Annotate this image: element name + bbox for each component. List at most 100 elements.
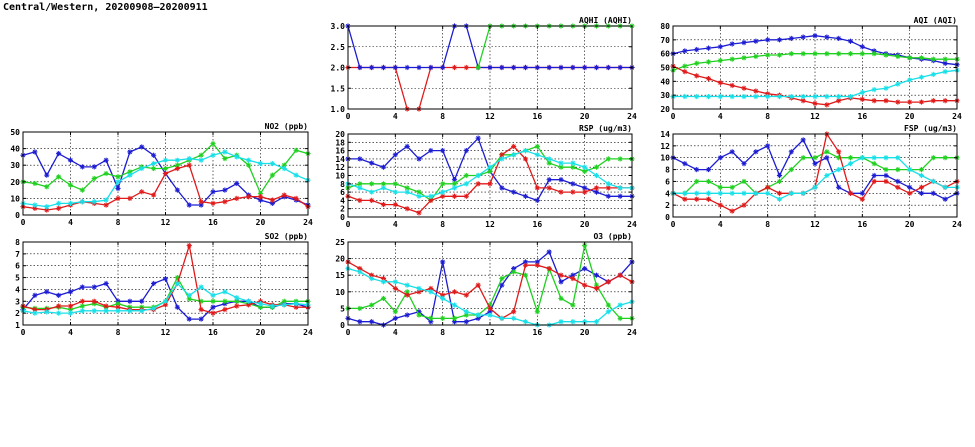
data-point — [847, 161, 854, 167]
x-tick-label: 20 — [580, 220, 590, 229]
data-point — [534, 197, 540, 203]
data-point — [103, 202, 109, 208]
y-tick-label: 5 — [15, 274, 20, 283]
data-point — [883, 52, 889, 58]
data-point — [293, 195, 299, 201]
y-tick-label: 80 — [660, 22, 670, 31]
data-point — [369, 181, 375, 187]
y-tick-label: 30 — [10, 161, 20, 170]
data-point — [440, 64, 446, 71]
data-point — [222, 289, 228, 295]
y-tick-label: 15 — [335, 271, 345, 280]
data-point — [222, 199, 228, 205]
data-point — [499, 64, 505, 71]
data-point — [511, 269, 517, 275]
data-point — [511, 143, 517, 150]
data-point — [617, 193, 623, 199]
data-point — [91, 164, 97, 170]
data-point — [392, 189, 398, 195]
data-point — [463, 309, 469, 315]
data-point — [694, 196, 700, 202]
data-point — [753, 53, 759, 60]
data-point — [776, 196, 783, 202]
data-point — [705, 196, 712, 202]
data-point — [729, 82, 735, 89]
data-point — [416, 64, 422, 71]
data-point — [56, 292, 62, 298]
data-point — [605, 302, 611, 308]
data-point — [753, 38, 759, 44]
data-point — [475, 282, 481, 288]
data-point — [836, 166, 842, 173]
data-point — [534, 64, 540, 71]
data-point — [79, 164, 85, 170]
y-tick-label: 14 — [660, 130, 670, 139]
data-point — [151, 305, 157, 311]
x-tick-label: 0 — [346, 112, 351, 121]
data-point — [79, 187, 85, 193]
series-o3-3 — [345, 265, 635, 328]
data-point — [416, 156, 422, 162]
data-point — [717, 93, 723, 100]
data-point — [824, 93, 830, 100]
data-point — [871, 155, 877, 161]
page-title: Central/Western, 20200908–20200911 — [3, 2, 208, 13]
data-point — [694, 190, 700, 196]
data-point — [32, 180, 38, 187]
data-point — [694, 60, 700, 66]
data-point — [79, 298, 85, 304]
data-point — [127, 172, 133, 178]
data-point — [67, 289, 74, 295]
data-point — [883, 172, 889, 179]
data-point — [428, 64, 434, 71]
data-point — [593, 319, 600, 325]
data-point — [281, 302, 287, 308]
x-tick-label: 12 — [485, 220, 495, 229]
x-tick-label: 24 — [952, 220, 962, 229]
data-point — [812, 51, 818, 57]
data-point — [605, 156, 611, 162]
x-tick-label: 4 — [68, 218, 73, 227]
data-point — [428, 193, 434, 199]
data-point — [91, 175, 97, 182]
data-point — [56, 150, 62, 157]
data-point — [91, 199, 97, 205]
data-point — [151, 160, 157, 167]
y-tick-label: 50 — [10, 128, 20, 137]
data-point — [717, 155, 723, 161]
data-point — [859, 51, 865, 57]
data-point — [56, 200, 62, 206]
data-point — [930, 190, 936, 196]
data-point — [139, 165, 145, 172]
data-point — [380, 164, 387, 170]
data-point — [79, 284, 85, 290]
data-point — [682, 48, 688, 54]
data-point — [570, 302, 576, 308]
data-point — [907, 55, 913, 61]
data-point — [44, 289, 50, 295]
data-point — [522, 148, 529, 154]
data-point — [369, 64, 375, 71]
data-point — [582, 282, 588, 288]
y-tick-label: 1.5 — [331, 84, 346, 93]
data-point — [44, 309, 50, 315]
data-point — [293, 172, 299, 178]
data-point — [800, 155, 806, 161]
series-aqi-1 — [670, 51, 960, 73]
data-point — [871, 161, 877, 167]
data-point — [824, 149, 830, 155]
data-point — [103, 157, 109, 163]
y-tick-label: 6 — [665, 177, 670, 186]
series-so2-2 — [20, 242, 311, 316]
data-point — [463, 181, 469, 187]
data-point — [440, 292, 446, 298]
series-o3-0 — [345, 249, 635, 328]
data-point — [942, 69, 948, 75]
data-point — [522, 64, 529, 71]
y-tick-label: 20 — [335, 130, 345, 139]
data-point — [788, 166, 794, 173]
data-point — [741, 55, 747, 61]
data-point — [499, 275, 505, 282]
data-point — [174, 304, 180, 310]
